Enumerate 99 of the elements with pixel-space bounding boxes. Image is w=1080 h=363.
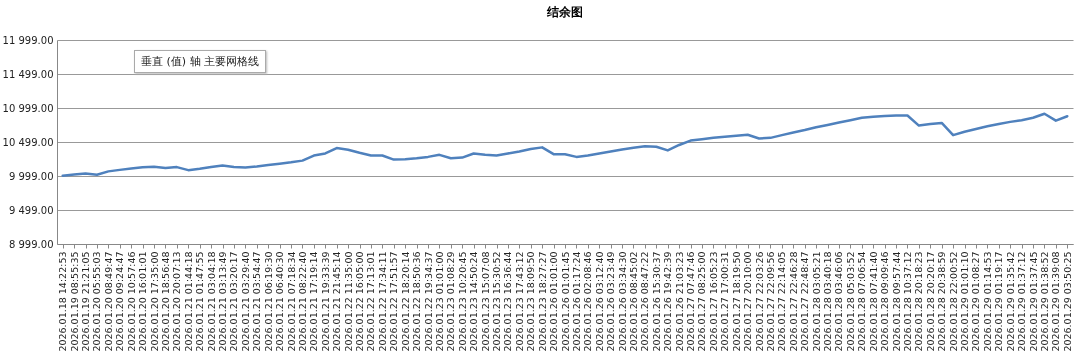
x-tick-label: 2026.01.22 17:34:11 [376,251,388,352]
x-tick-label: 2026.01.28 03:05:21 [810,251,822,352]
x-tick-label: 2026.01.20 16:01:01 [137,251,149,352]
x-tick-label: 2026.01.22 17:51:57 [388,251,400,352]
x-tick-label: 2026.01.22 19:34:37 [422,251,434,352]
x-tick-label: 2026.01.28 20:38:59 [936,251,948,352]
x-tick-label: 2026.01.18 14:22:53 [57,251,69,352]
x-tick-label: 2026.01.22 18:20:14 [399,251,411,352]
x-tick-label: 2026.01.29 01:08:27 [970,251,982,352]
x-tick-label: 2026.01.29 01:35:42 [1004,251,1016,352]
x-tick-label: 2026.01.23 10:20:45 [456,251,468,352]
x-tick-label: 2026.01.20 17:35:00 [148,251,160,352]
x-tick-label: 2026.01.20 10:57:46 [125,251,137,352]
x-tick-label: 2026.01.26 02:08:46 [582,251,594,352]
x-tick-label: 2026.01.27 07:47:46 [685,251,697,352]
x-tick-label: 2026.01.23 14:50:24 [468,251,480,352]
x-tick-label: 2026.01.26 01:01:45 [559,251,571,352]
x-tick-label: 2026.01.21 21:45:14 [331,251,343,352]
x-tick-label: 2026.01.28 22:00:52 [947,251,959,352]
x-tick-label: 2026.01.23 01:08:29 [445,251,457,352]
x-tick-label: 2026.01.23 17:43:12 [513,251,525,352]
x-tick-label: 2026.01.26 19:42:39 [662,251,674,352]
x-tick-label: 2026.01.27 22:14:05 [776,251,788,352]
x-tick-label: 2026.01.23 18:27:27 [536,251,548,352]
x-tick-label: 2026.01.21 08:22:40 [296,251,308,352]
x-tick-label: 2026.01.29 01:19:17 [993,251,1005,352]
x-tick-label: 2026.01.27 20:10:00 [742,251,754,352]
x-tick-label: 2026.01.27 16:05:23 [707,251,719,352]
x-tick-label: 2026.01.26 01:01:00 [548,251,560,352]
x-tick-label: 2026.01.26 03:12:40 [593,251,605,352]
annotation: 垂直 (值) 轴 主要网格线 [134,50,267,73]
x-tick-label: 2026.01.23 01:01:00 [433,251,445,352]
x-tick-label: 2026.01.19 21:21:05 [80,251,92,352]
x-tick-label: 2026.01.21 06:40:30 [274,251,286,352]
x-tick-label: 2026.01.27 22:48:47 [799,251,811,352]
x-tick-label: 2026.01.20 20:07:13 [171,251,183,352]
x-tick-label: 2026.01.28 09:09:46 [879,251,891,352]
x-tick-label: 2026.01.21 17:19:14 [308,251,320,352]
x-tick-label: 2026.01.21 03:13:49 [217,251,229,352]
x-tick-label: 2026.01.28 09:57:44 [890,251,902,352]
x-tick-label: 2026.01.20 08:49:47 [102,251,114,352]
y-tick-label: 11 499.00 [2,68,54,80]
x-tick-label: 2026.01.26 21:03:23 [673,251,685,352]
x-tick-label: 2026.01.26 15:30:37 [650,251,662,352]
x-tick-label: 2026.01.29 01:37:12 [1016,251,1028,352]
x-tick-label: 2026.01.28 05:03:52 [844,251,856,352]
x-tick-label: 2026.01.28 10:37:12 [901,251,913,352]
x-tick-label: 2026.01.22 17:13:01 [365,251,377,352]
x-tick-label: 2026.01.20 05:55:03 [91,251,103,352]
y-tick-label: 9 999.00 [8,170,54,182]
x-tick-label: 2026.01.27 22:03:26 [753,251,765,352]
x-tick-label: 2026.01.27 22:46:28 [787,251,799,352]
x-tick-label: 2026.01.29 01:14:53 [981,251,993,352]
x-tick-label: 2026.01.22 11:35:00 [342,251,354,352]
x-tick-label: 2026.01.27 08:25:00 [696,251,708,352]
x-tick-label: 2026.01.23 15:30:52 [491,251,503,352]
x-tick-label: 2026.01.28 07:06:54 [856,251,868,352]
x-tick-label: 2026.01.26 03:23:49 [605,251,617,352]
x-tick-label: 2026.01.23 15:07:08 [479,251,491,352]
x-tick-label: 2026.01.27 22:09:56 [764,251,776,352]
y-tick-label: 10 499.00 [2,136,54,148]
y-tick-label: 11 999.00 [2,34,54,46]
x-tick-label: 2026.01.23 16:36:44 [502,251,514,352]
x-tick-label: 2026.01.28 03:46:06 [833,251,845,352]
x-tick-label: 2026.01.26 08:47:22 [639,251,651,352]
x-tick-label: 2026.01.28 03:40:18 [822,251,834,352]
x-tick-label: 2026.01.20 09:24:47 [114,251,126,352]
x-tick-label: 2026.01.20 18:56:48 [159,251,171,352]
x-tick-label: 2026.01.27 18:19:50 [730,251,742,352]
x-tick-label: 2026.01.27 17:00:31 [719,251,731,352]
x-tick-label: 2026.01.29 01:01:10 [959,251,971,352]
x-tick-label: 2026.01.21 01:44:18 [182,251,194,352]
y-tick-label: 8 999.00 [8,238,54,250]
x-tick-label: 2026.01.29 01:37:45 [1027,251,1039,352]
y-tick-label: 9 499.00 [8,204,54,216]
x-tick-label: 2026.01.21 03:20:17 [228,251,240,352]
x-tick-label: 2026.01.26 03:34:30 [616,251,628,352]
y-tick-label: 10 999.00 [2,102,54,114]
x-tick-label: 2026.01.19 08:55:35 [68,251,80,352]
x-tick-label: 2026.01.21 19:33:39 [319,251,331,352]
x-tick-label: 2026.01.29 01:38:52 [1038,251,1050,352]
x-tick-label: 2026.01.28 07:41:40 [867,251,879,352]
x-tick-label: 2026.01.22 18:50:36 [411,251,423,352]
x-tick-label: 2026.01.21 06:19:30 [262,251,274,352]
x-tick-label: 2026.01.29 03:50:25 [1061,251,1073,352]
x-tick-label: 2026.01.26 08:45:02 [627,251,639,352]
x-tick-label: 2026.01.21 01:47:55 [194,251,206,352]
x-tick-label: 2026.01.23 18:09:50 [525,251,537,352]
x-tick-label: 2026.01.21 03:04:18 [205,251,217,352]
x-tick-label: 2026.01.21 07:18:34 [285,251,297,352]
x-tick-label: 2026.01.21 03:29:40 [239,251,251,352]
x-tick-label: 2026.01.28 20:18:23 [913,251,925,352]
x-tick-label: 2026.01.21 03:54:47 [251,251,263,352]
chart-title: 结余图 [546,5,583,19]
x-tick-label: 2026.01.22 16:05:00 [354,251,366,352]
line-series [61,112,1069,177]
x-tick-label: 2026.01.29 01:39:08 [1050,251,1062,352]
x-tick-label: 2026.01.28 20:20:17 [924,251,936,352]
x-tick-label: 2026.01.26 01:17:24 [570,251,582,352]
